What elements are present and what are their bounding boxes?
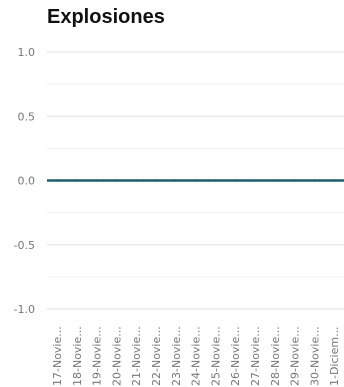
y-tick-label: -0.5 (14, 239, 35, 252)
data-point (313, 179, 316, 182)
x-tick-label: 22-Novie... (150, 326, 163, 386)
x-tick-label: 19-Novie... (91, 326, 104, 386)
x-tick-label: 28-Novie... (269, 326, 282, 386)
data-point (174, 179, 177, 182)
y-tick-label: 1.0 (18, 46, 36, 59)
data-point (194, 179, 197, 182)
x-tick-label: 24-Novie... (190, 326, 203, 386)
data-point (253, 179, 257, 182)
x-tick-label: 18-Novie... (71, 326, 84, 386)
data-point (214, 179, 217, 182)
y-tick-label: 0.5 (18, 110, 36, 123)
x-tick-label: 1-Diciem... (328, 326, 341, 386)
data-point (135, 179, 138, 182)
data-point (154, 179, 158, 182)
x-tick-label: 21-Novie... (130, 326, 143, 386)
x-tick-label: 17-Novie... (51, 326, 64, 386)
y-tick-label: -1.0 (14, 303, 35, 316)
x-tick-label: 30-Novie... (308, 326, 321, 386)
chart-title: Explosiones (47, 6, 165, 28)
x-tick-label: 20-Novie... (110, 326, 123, 386)
data-point (55, 179, 59, 182)
data-point (75, 179, 79, 182)
x-tick-label: 25-Novie... (209, 326, 222, 386)
data-point (293, 179, 296, 182)
x-tick-label: 27-Novie... (249, 326, 262, 386)
data-point (273, 179, 276, 182)
x-tick-label: 26-Novie... (229, 326, 242, 386)
x-tick-label: 23-Novie... (170, 326, 183, 386)
data-point (95, 179, 98, 182)
y-tick-label: 0.0 (18, 175, 36, 188)
data-point (234, 179, 237, 182)
data-point (333, 179, 336, 182)
data-point (115, 179, 118, 182)
x-tick-label: 29-Novie... (289, 326, 302, 386)
